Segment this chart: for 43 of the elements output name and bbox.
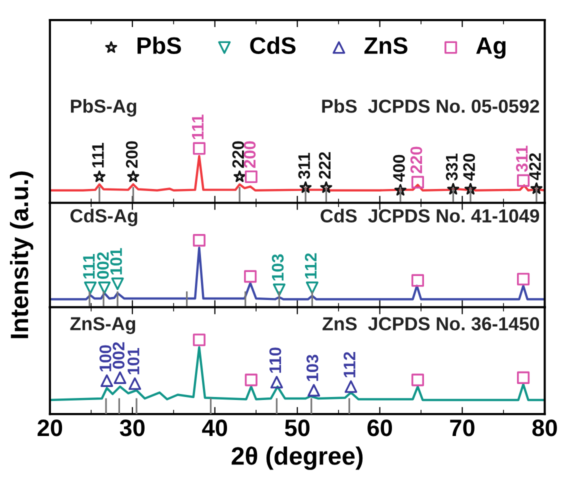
x-tick-label: 70: [450, 420, 474, 436]
text: PbS JCPDS No. 05-0592: [322, 99, 540, 113]
annotation: 100: [100, 345, 112, 372]
annotation: 311: [298, 152, 310, 179]
x-tick-label: 50: [284, 420, 310, 436]
annotation: 331: [446, 154, 458, 181]
legend-label: CdS: [250, 36, 296, 54]
annotation: 422: [529, 153, 541, 180]
legend-label: PbS: [138, 36, 181, 54]
text: CdS JCPDS No. 41-1049: [320, 208, 540, 223]
annotation: 002: [112, 342, 124, 369]
text: ZnS: [364, 37, 408, 54]
annotation: 200: [244, 141, 256, 168]
annotation: 220: [232, 141, 244, 168]
annotation: 103: [272, 254, 284, 280]
annotation: 111: [83, 254, 95, 278]
annotation: 111: [92, 142, 104, 168]
text: ZnS-Ag: [70, 317, 136, 334]
legend-label: Ag: [476, 37, 506, 59]
annotation: 400: [393, 154, 405, 182]
x-tick-label: 30: [120, 420, 145, 436]
x-tick-label: 40: [202, 420, 228, 436]
annotation: 112: [304, 253, 316, 278]
text: PbS-Ag: [70, 99, 136, 117]
text: CdS-Ag: [70, 208, 138, 226]
x-tick-label: 60: [368, 420, 392, 436]
annotation: 222: [318, 152, 331, 179]
annotation: 111: [192, 114, 204, 140]
annotation: 112: [344, 352, 356, 378]
x-axis-title: 2θ (degree): [232, 446, 363, 470]
annotation: 220: [410, 146, 422, 174]
annotation: 420: [463, 154, 475, 181]
x-tick-label: 20: [38, 420, 62, 436]
x-tick-label: 80: [532, 420, 557, 436]
annotation: 101: [110, 248, 122, 274]
annotation: 103: [306, 354, 318, 381]
annotation: 002: [97, 252, 109, 279]
text: ZnS JCPDS No. 36-1450: [322, 317, 540, 330]
annotation: 101: [128, 348, 140, 374]
y-axis-title: Intensity (a.u.): [10, 172, 34, 338]
annotation: 200: [126, 141, 138, 168]
annotation: 110: [269, 348, 282, 373]
annotation: 311: [516, 146, 528, 172]
